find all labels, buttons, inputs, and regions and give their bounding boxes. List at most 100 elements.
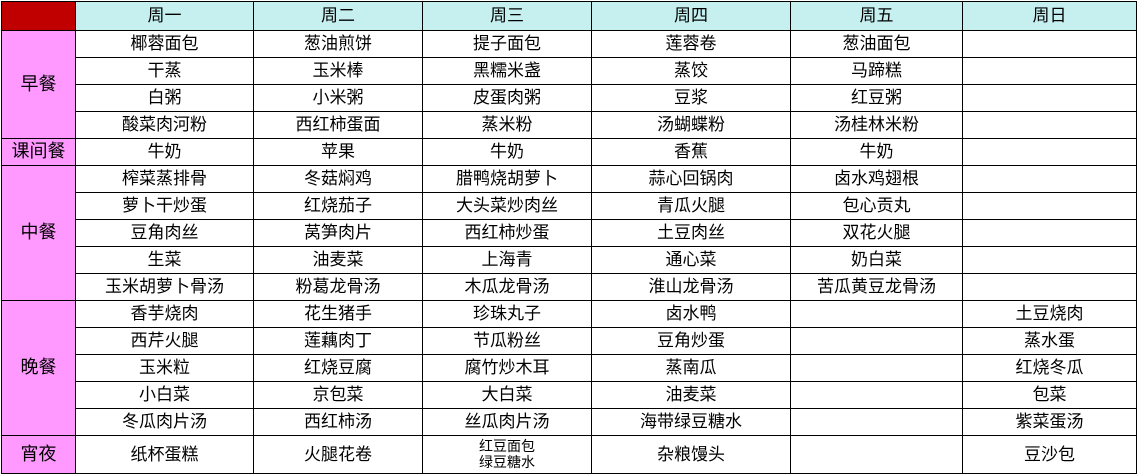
meal-label: 课间餐 [1, 138, 76, 166]
menu-cell [790, 327, 963, 355]
menu-cell: 木瓜龙骨汤 [422, 273, 592, 301]
menu-cell: 苦瓜黄豆龙骨汤 [790, 273, 963, 301]
menu-cell: 香蕉 [591, 138, 791, 166]
menu-cell [962, 30, 1137, 58]
menu-cell: 腊鸭烧胡萝卜 [422, 165, 592, 193]
menu-cell: 红豆面包 绿豆糖水 [422, 435, 592, 474]
menu-cell: 包心贡丸 [790, 192, 963, 220]
menu-cell: 小白菜 [75, 381, 254, 409]
menu-cell: 黑糯米盏 [422, 57, 592, 85]
menu-cell: 苹果 [253, 138, 423, 166]
menu-cell: 牛奶 [75, 138, 254, 166]
menu-cell-line: 红豆面包 [479, 438, 535, 455]
menu-cell: 双花火腿 [790, 219, 963, 247]
menu-cell: 红烧冬瓜 [962, 354, 1137, 382]
menu-cell: 红豆粥 [790, 84, 963, 112]
menu-cell: 汤蝴蝶粉 [591, 111, 791, 139]
menu-cell: 卤水鸭 [591, 300, 791, 328]
menu-row: 玉米粒 红烧豆腐 腐竹炒木耳 蒸南瓜 红烧冬瓜 [2, 354, 1137, 382]
menu-cell: 酸菜肉河粉 [75, 111, 254, 139]
menu-row: 白粥 小米粥 皮蛋肉粥 豆浆 红豆粥 [2, 84, 1137, 112]
menu-cell: 干蒸 [75, 57, 254, 85]
menu-cell [790, 354, 963, 382]
menu-cell: 皮蛋肉粥 [422, 84, 592, 112]
menu-row: 宵夜 纸杯蛋糕 火腿花卷 红豆面包 绿豆糖水 杂粮馒头 豆沙包 [1, 435, 1137, 474]
menu-cell: 海带绿豆糖水 [591, 408, 791, 436]
menu-cell: 豆沙包 [962, 435, 1137, 474]
menu-cell: 节瓜粉丝 [422, 327, 592, 355]
menu-cell: 椰蓉面包 [75, 30, 254, 58]
meal-label: 晚餐 [1, 300, 76, 436]
menu-cell: 油麦菜 [591, 381, 791, 409]
menu-cell: 西红柿汤 [253, 408, 423, 436]
menu-cell: 丝瓜肉片汤 [422, 408, 592, 436]
menu-cell: 牛奶 [422, 138, 592, 166]
menu-cell: 西芹火腿 [75, 327, 254, 355]
menu-cell: 土豆烧肉 [962, 300, 1137, 328]
meal-label: 早餐 [1, 30, 76, 139]
menu-cell: 杂粮馒头 [591, 435, 791, 474]
menu-row: 干蒸 玉米棒 黑糯米盏 蒸饺 马蹄糕 [2, 57, 1137, 85]
menu-cell: 奶白菜 [790, 246, 963, 274]
menu-row: 酸菜肉河粉 西红柿蛋面 蒸米粉 汤蝴蝶粉 汤桂林米粉 [2, 111, 1137, 139]
menu-cell: 京包菜 [253, 381, 423, 409]
menu-row: 生菜 油麦菜 上海青 通心菜 奶白菜 [2, 246, 1137, 274]
menu-cell: 珍珠丸子 [422, 300, 592, 328]
menu-cell: 淮山龙骨汤 [591, 273, 791, 301]
menu-cell: 提子面包 [422, 30, 592, 58]
menu-cell: 玉米粒 [75, 354, 254, 382]
menu-cell: 冬瓜肉片汤 [75, 408, 254, 436]
menu-cell: 汤桂林米粉 [790, 111, 963, 139]
menu-cell: 生菜 [75, 246, 254, 274]
menu-cell: 包菜 [962, 381, 1137, 409]
menu-row: 豆角肉丝 莴笋肉片 西红柿炒蛋 土豆肉丝 双花火腿 [2, 219, 1137, 247]
menu-cell [962, 111, 1137, 139]
menu-cell: 豆浆 [591, 84, 791, 112]
menu-cell: 通心菜 [591, 246, 791, 274]
menu-cell: 纸杯蛋糕 [75, 435, 254, 474]
day-header: 周五 [790, 1, 963, 31]
menu-cell [790, 381, 963, 409]
menu-cell: 西红柿蛋面 [253, 111, 423, 139]
menu-cell: 粉葛龙骨汤 [253, 273, 423, 301]
menu-cell: 青瓜火腿 [591, 192, 791, 220]
menu-cell [962, 57, 1137, 85]
menu-cell: 莴笋肉片 [253, 219, 423, 247]
menu-cell [962, 84, 1137, 112]
menu-cell: 火腿花卷 [253, 435, 423, 474]
menu-cell [962, 192, 1137, 220]
day-header: 周一 [75, 1, 254, 31]
menu-cell: 香芋烧肉 [75, 300, 254, 328]
menu-cell: 小米粥 [253, 84, 423, 112]
menu-row: 玉米胡萝卜骨汤 粉葛龙骨汤 木瓜龙骨汤 淮山龙骨汤 苦瓜黄豆龙骨汤 [2, 273, 1137, 301]
menu-cell [790, 300, 963, 328]
day-header: 周三 [422, 1, 592, 31]
day-header: 周二 [253, 1, 423, 31]
menu-cell: 豆角炒蛋 [591, 327, 791, 355]
meal-label: 中餐 [1, 165, 76, 301]
meal-label: 宵夜 [1, 435, 76, 474]
menu-cell: 莲蓉卷 [591, 30, 791, 58]
menu-cell: 莲藕肉丁 [253, 327, 423, 355]
menu-cell: 西红柿炒蛋 [422, 219, 592, 247]
menu-cell: 葱油煎饼 [253, 30, 423, 58]
menu-cell: 红烧豆腐 [253, 354, 423, 382]
day-header: 周日 [962, 1, 1137, 31]
menu-cell-line: 绿豆糖水 [479, 454, 535, 471]
menu-cell [962, 246, 1137, 274]
menu-cell: 葱油面包 [790, 30, 963, 58]
corner-cell [1, 1, 76, 31]
menu-cell [790, 408, 963, 436]
menu-cell: 卤水鸡翅根 [790, 165, 963, 193]
menu-row: 萝卜干炒蛋 红烧茄子 大头菜炒肉丝 青瓜火腿 包心贡丸 [2, 192, 1137, 220]
menu-cell: 蒸饺 [591, 57, 791, 85]
menu-cell: 蒸南瓜 [591, 354, 791, 382]
menu-row: 冬瓜肉片汤 西红柿汤 丝瓜肉片汤 海带绿豆糖水 紫菜蛋汤 [2, 408, 1137, 436]
menu-cell: 蒸米粉 [422, 111, 592, 139]
menu-cell: 腐竹炒木耳 [422, 354, 592, 382]
menu-row: 早餐 椰蓉面包 葱油煎饼 提子面包 莲蓉卷 葱油面包 [1, 30, 1137, 139]
menu-cell [962, 273, 1137, 301]
menu-row: 晚餐 香芋烧肉 花生猪手 珍珠丸子 卤水鸭 土豆烧肉 [1, 300, 1137, 436]
menu-cell: 牛奶 [790, 138, 963, 166]
